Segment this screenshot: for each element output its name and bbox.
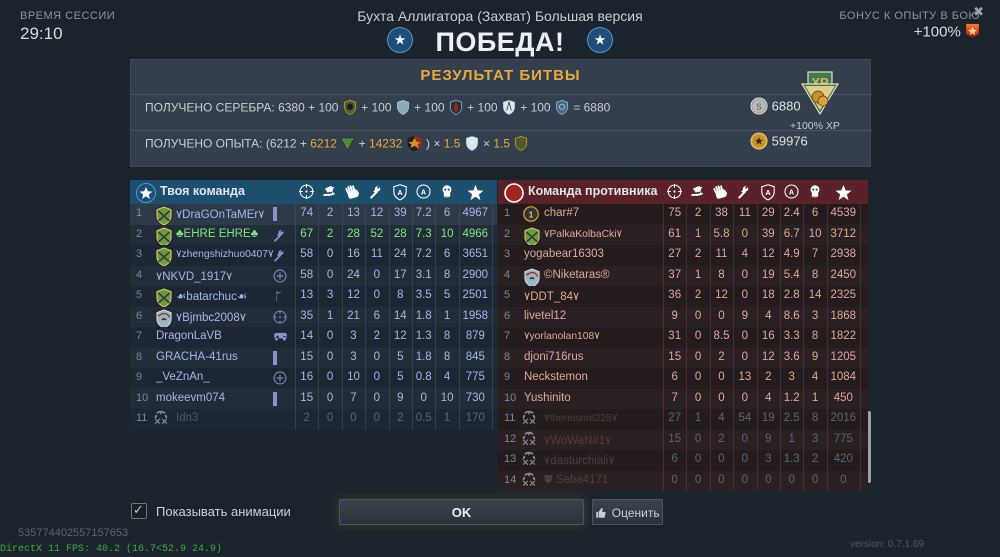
svg-text:1: 1 <box>529 211 534 220</box>
svg-text:A: A <box>766 188 772 197</box>
svg-text:A: A <box>398 188 404 197</box>
svg-text:A: A <box>421 189 426 197</box>
svg-text:S: S <box>756 103 762 112</box>
svg-text:A: A <box>789 189 794 197</box>
